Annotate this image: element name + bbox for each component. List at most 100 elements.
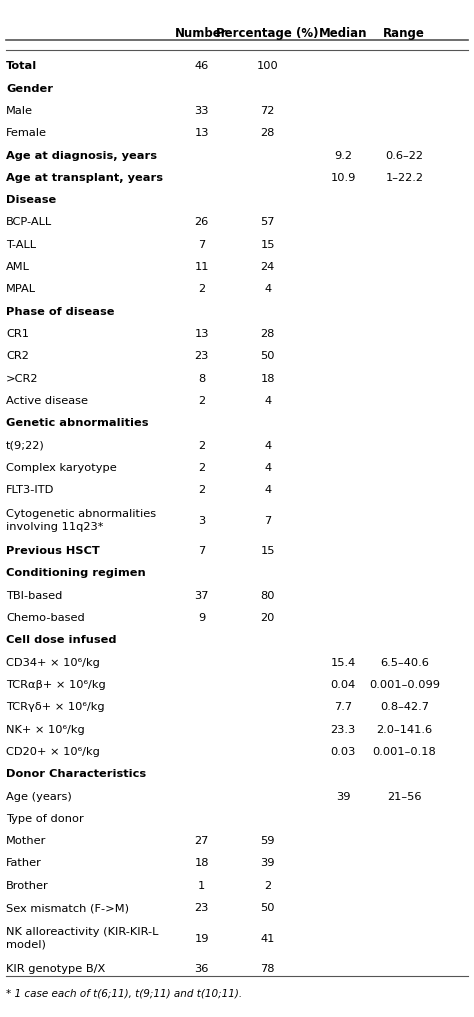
Text: 50: 50 — [260, 351, 275, 361]
Text: t(9;22): t(9;22) — [6, 440, 45, 451]
Text: Male: Male — [6, 106, 33, 116]
Text: Gender: Gender — [6, 83, 53, 94]
Text: AML: AML — [6, 262, 30, 273]
Text: 9: 9 — [198, 613, 205, 623]
Text: >CR2: >CR2 — [6, 373, 38, 383]
Text: CD20+ × 10⁶/kg: CD20+ × 10⁶/kg — [6, 746, 100, 757]
Text: BCP-ALL: BCP-ALL — [6, 218, 52, 228]
Text: 0.04: 0.04 — [330, 680, 356, 690]
Text: 28: 28 — [260, 128, 275, 138]
Text: Brother: Brother — [6, 881, 49, 891]
Text: Genetic abnormalities: Genetic abnormalities — [6, 418, 149, 428]
Text: MPAL: MPAL — [6, 285, 36, 295]
Text: 18: 18 — [260, 373, 275, 383]
Text: 24: 24 — [261, 262, 275, 273]
Text: 0.8–42.7: 0.8–42.7 — [380, 703, 429, 712]
Text: Active disease: Active disease — [6, 396, 88, 406]
Text: CD34+ × 10⁶/kg: CD34+ × 10⁶/kg — [6, 658, 100, 668]
Text: 11: 11 — [194, 262, 209, 273]
Text: Range: Range — [383, 26, 425, 40]
Text: Cell dose infused: Cell dose infused — [6, 636, 117, 646]
Text: Total: Total — [6, 61, 37, 71]
Text: 0.6–22: 0.6–22 — [385, 151, 423, 161]
Text: 4: 4 — [264, 485, 271, 495]
Text: 13: 13 — [194, 128, 209, 138]
Text: 15: 15 — [260, 546, 275, 556]
Text: 13: 13 — [194, 330, 209, 339]
Text: 0.001–0.099: 0.001–0.099 — [369, 680, 440, 690]
Text: * 1 case each of t(6;11), t(9;11) and t(10;11).: * 1 case each of t(6;11), t(9;11) and t(… — [6, 989, 242, 999]
Text: Cytogenetic abnormalities
involving 11q23*: Cytogenetic abnormalities involving 11q2… — [6, 510, 156, 532]
Text: 80: 80 — [260, 591, 275, 601]
Text: 0.03: 0.03 — [330, 746, 356, 757]
Text: Type of donor: Type of donor — [6, 814, 84, 824]
Text: Age at transplant, years: Age at transplant, years — [6, 173, 163, 183]
Text: Percentage (%): Percentage (%) — [216, 26, 319, 40]
Text: Mother: Mother — [6, 836, 46, 846]
Text: 0.001–0.18: 0.001–0.18 — [373, 746, 436, 757]
Text: 7: 7 — [198, 240, 205, 250]
Text: 15: 15 — [260, 240, 275, 250]
Text: 26: 26 — [194, 218, 209, 228]
Text: 1: 1 — [198, 881, 205, 891]
Text: 2: 2 — [198, 463, 205, 473]
Text: 9.2: 9.2 — [334, 151, 352, 161]
Text: 4: 4 — [264, 440, 271, 451]
Text: 19: 19 — [194, 934, 209, 944]
Text: 2: 2 — [198, 285, 205, 295]
Text: 36: 36 — [194, 964, 209, 974]
Text: 41: 41 — [260, 934, 275, 944]
Text: 39: 39 — [336, 791, 350, 801]
Text: Sex mismatch (F->M): Sex mismatch (F->M) — [6, 903, 129, 913]
Text: TBI-based: TBI-based — [6, 591, 63, 601]
Text: 10.9: 10.9 — [330, 173, 356, 183]
Text: FLT3-ITD: FLT3-ITD — [6, 485, 55, 495]
Text: 33: 33 — [194, 106, 209, 116]
Text: Chemo-based: Chemo-based — [6, 613, 85, 623]
Text: 2: 2 — [198, 440, 205, 451]
Text: 2.0–141.6: 2.0–141.6 — [376, 724, 432, 734]
Text: 4: 4 — [264, 396, 271, 406]
Text: KIR genotype B/X: KIR genotype B/X — [6, 964, 105, 974]
Text: Number: Number — [175, 26, 228, 40]
Text: 28: 28 — [260, 330, 275, 339]
Text: 59: 59 — [260, 836, 275, 846]
Text: 2: 2 — [264, 881, 271, 891]
Text: CR2: CR2 — [6, 351, 29, 361]
Text: 23: 23 — [194, 351, 209, 361]
Text: 8: 8 — [198, 373, 205, 383]
Text: TCRαβ+ × 10⁶/kg: TCRαβ+ × 10⁶/kg — [6, 680, 106, 690]
Text: Disease: Disease — [6, 195, 56, 205]
Text: NK alloreactivity (KIR-KIR-L
model): NK alloreactivity (KIR-KIR-L model) — [6, 928, 158, 950]
Text: 23.3: 23.3 — [330, 724, 356, 734]
Text: 6.5–40.6: 6.5–40.6 — [380, 658, 428, 668]
Text: Conditioning regimen: Conditioning regimen — [6, 569, 146, 579]
Text: CR1: CR1 — [6, 330, 29, 339]
Text: 72: 72 — [260, 106, 275, 116]
Text: 37: 37 — [194, 591, 209, 601]
Text: Median: Median — [319, 26, 367, 40]
Text: Age at diagnosis, years: Age at diagnosis, years — [6, 151, 157, 161]
Text: 78: 78 — [260, 964, 275, 974]
Text: 2: 2 — [198, 485, 205, 495]
Text: 18: 18 — [194, 858, 209, 869]
Text: 7: 7 — [198, 546, 205, 556]
Text: 15.4: 15.4 — [330, 658, 356, 668]
Text: T-ALL: T-ALL — [6, 240, 36, 250]
Text: 7.7: 7.7 — [334, 703, 352, 712]
Text: 3: 3 — [198, 516, 205, 526]
Text: 4: 4 — [264, 285, 271, 295]
Text: Phase of disease: Phase of disease — [6, 307, 115, 316]
Text: 57: 57 — [260, 218, 275, 228]
Text: 2: 2 — [198, 396, 205, 406]
Text: Female: Female — [6, 128, 47, 138]
Text: Complex karyotype: Complex karyotype — [6, 463, 117, 473]
Text: TCRγδ+ × 10⁶/kg: TCRγδ+ × 10⁶/kg — [6, 703, 105, 712]
Text: 1–22.2: 1–22.2 — [385, 173, 423, 183]
Text: Father: Father — [6, 858, 42, 869]
Text: 27: 27 — [194, 836, 209, 846]
Text: 4: 4 — [264, 463, 271, 473]
Text: Donor Characteristics: Donor Characteristics — [6, 769, 146, 779]
Text: 39: 39 — [260, 858, 275, 869]
Text: 21–56: 21–56 — [387, 791, 421, 801]
